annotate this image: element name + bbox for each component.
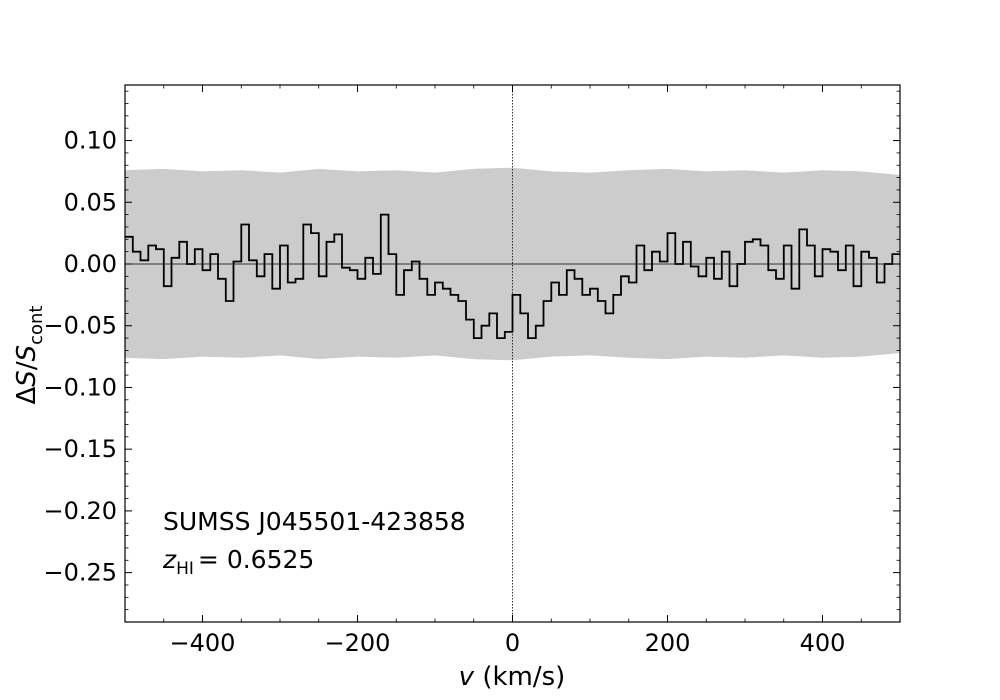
reference-lines [125, 85, 900, 622]
y-tick-label: −0.15 [43, 435, 117, 463]
spectrum-line [125, 213, 900, 339]
x-tick-label: 400 [800, 629, 846, 657]
x-tick-label: 0 [505, 629, 520, 657]
y-axis-label: ΔS/Scont [12, 306, 47, 405]
x-tick-label: −200 [325, 629, 391, 657]
y-tick-label: −0.25 [43, 559, 117, 587]
redshift-annotation: zHI = 0.6525 [162, 545, 314, 579]
x-tick-label: −400 [170, 629, 236, 657]
x-tick-label: 200 [645, 629, 691, 657]
spectrum-series-layer [125, 213, 900, 339]
y-tick-label: −0.20 [43, 497, 117, 525]
y-tick-label: −0.10 [43, 373, 117, 401]
axis-ticks [124, 85, 901, 622]
y-tick-label: −0.05 [43, 312, 117, 340]
y-tick-label: 0.05 [64, 188, 117, 216]
y-tick-label: 0.10 [64, 127, 117, 155]
source-name-annotation: SUMSS J045501-423858 [163, 507, 466, 536]
x-axis-label: v (km/s) [459, 662, 566, 692]
tick-labels: −400 −200 0 200 400 0.10 0.05 0.00 −0.05 −0.10 −0.… [43, 127, 845, 657]
y-tick-label: 0.00 [64, 250, 117, 278]
